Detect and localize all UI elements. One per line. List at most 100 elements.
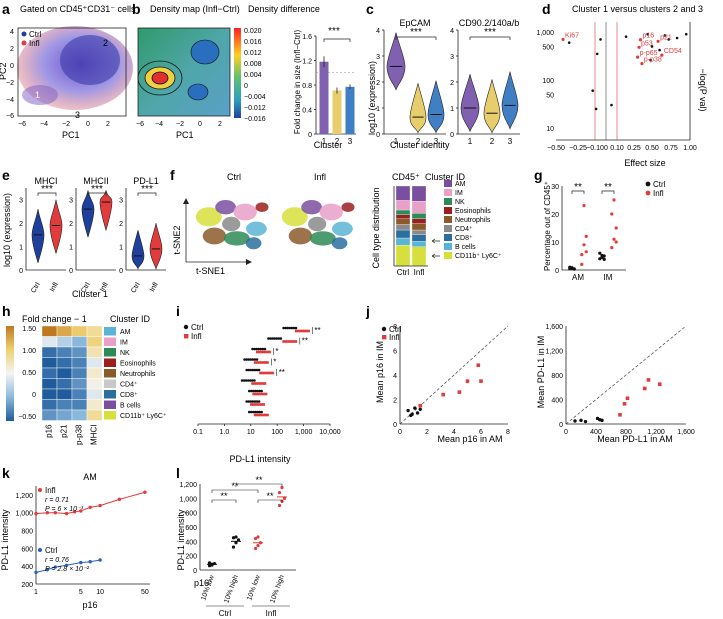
- panel-i-point: [252, 410, 255, 414]
- heatmap-cell: [71, 357, 88, 369]
- panel-j-point: [409, 413, 413, 418]
- panel-i-significance: **: [279, 368, 285, 377]
- panel-d-labeled-point: [656, 39, 660, 43]
- panel-c-sig-bracket: [395, 36, 437, 40]
- panel-i-significance: *: [275, 347, 278, 356]
- panel-g-point: [612, 198, 616, 202]
- panel-e-ytick: 2: [69, 221, 73, 228]
- heatmap-row-swatch: [104, 337, 116, 346]
- panel-i-point: [251, 368, 255, 372]
- panel-k-ytick: 1,000: [15, 511, 33, 518]
- panel-j-ytick: 0: [393, 422, 397, 429]
- panel-k-xlabel: p16: [82, 600, 97, 610]
- bbar-sig-bracket: [323, 38, 351, 42]
- f-stack-segment: [395, 209, 411, 215]
- panel-d-ylabel: −log(P val): [698, 68, 708, 111]
- panel-j-left-xlabel: Mean p16 in AM: [437, 434, 502, 444]
- f-legend-label: AM: [455, 181, 466, 188]
- legend-ctrl-label: Ctrl: [653, 180, 666, 189]
- panel-d-title: Cluster 1 versus clusters 2 and 3: [572, 4, 703, 14]
- panel-l-point: [236, 538, 241, 542]
- panel-h-colorbar-tick: 1.50: [22, 326, 36, 333]
- panel-i-point: [259, 382, 263, 385]
- panel-i-point: [253, 400, 257, 403]
- heatmap-cell: [56, 336, 73, 348]
- panel-c-ytick: 2: [376, 80, 380, 87]
- heatmap-row-label: Eosinophils: [120, 361, 156, 368]
- panel-i-point: [271, 337, 274, 340]
- legend-ctrl-label: Ctrl: [29, 30, 42, 39]
- panel-i-point: [254, 403, 257, 406]
- panel-j-ytick: 0: [559, 422, 563, 429]
- legend-infl-marker: [184, 334, 189, 339]
- panel-k-point: [72, 510, 77, 514]
- panel-l-sig-bracket: [235, 483, 283, 487]
- panel-g-point: [602, 254, 606, 258]
- panel-i-point: [260, 392, 264, 396]
- panel-d-point: [610, 103, 613, 107]
- heatmap-row-swatch: [104, 358, 116, 367]
- region-label-1: 1: [35, 90, 40, 100]
- panel-i-point: [251, 400, 255, 403]
- panel-i-point: [290, 340, 294, 343]
- panel-i-point: [255, 382, 258, 385]
- tsne-cluster: [215, 200, 237, 215]
- panel-l-xtick: 10% high: [223, 574, 240, 604]
- f-legend-swatch: [444, 189, 452, 196]
- panel-i-point: [261, 347, 265, 351]
- panel-l-point: [256, 544, 260, 548]
- panel-g-ytick: 10: [551, 240, 559, 247]
- panel-k-ytick: 600: [21, 546, 33, 553]
- heatmap-cell: [56, 409, 73, 421]
- panel-j-xtick: 8: [506, 429, 510, 436]
- heatmap-cell: [86, 399, 103, 411]
- panel-e-group-title: MHCI: [35, 176, 58, 186]
- panel-k-xtick: 50: [141, 589, 149, 596]
- panel-g-ytick: 20: [551, 212, 559, 219]
- panel-c-significance: ***: [484, 27, 496, 38]
- panel-d-point: [624, 35, 628, 38]
- panel-g-letter: g: [534, 167, 543, 183]
- panel-l-point: [231, 545, 236, 549]
- panel-j-xtick: 1,600: [677, 429, 695, 436]
- panel-k-point: [98, 558, 102, 562]
- panel-i-point: [294, 326, 298, 330]
- panel-l-significance: **: [255, 475, 263, 485]
- panel-i-point: [253, 347, 256, 351]
- panel-i-point: [251, 379, 254, 382]
- bbar-bar: [319, 61, 329, 134]
- panel-l-point: [234, 535, 238, 539]
- heatmap-cell: [71, 346, 88, 358]
- panel-i-point: [262, 403, 266, 406]
- f-stack-segment: [395, 224, 411, 231]
- heatmap-cell: [71, 409, 88, 421]
- panel-i-point: [292, 326, 296, 330]
- panel-e-xtick: Ctrl: [30, 281, 42, 294]
- pca-density-left: [22, 85, 58, 105]
- panel-f-letter: f: [170, 167, 175, 183]
- panel-i-point: [255, 358, 259, 361]
- panel-k-series-line: [35, 491, 146, 515]
- panel-e-ytick: 1: [119, 245, 123, 252]
- heatmap-row-label: CD8⁺: [120, 392, 138, 399]
- panel-i-xtick: 0.1: [193, 429, 203, 436]
- panel-f: f Ctrl Infl t-SNE2 t-SNE1 CD45⁺ Cluster …: [170, 167, 502, 277]
- panel-i-significance: **: [302, 337, 308, 346]
- panel-e-ylabel: log10 (expression): [2, 193, 12, 267]
- f-legend-label: CD11b⁺ Ly6C⁺: [455, 253, 502, 260]
- panel-j-point: [618, 413, 622, 417]
- panel-k-point: [117, 497, 122, 502]
- panel-i-point: [250, 403, 253, 406]
- heatmap-cell: [71, 325, 88, 337]
- panel-k-point: [88, 505, 92, 510]
- panel-l-ytick: 200: [185, 554, 197, 561]
- panel-i-letter: i: [176, 303, 180, 319]
- panel-b-title: Density map (Infl−Ctrl): [150, 4, 240, 14]
- legend-ctrl-marker: [21, 31, 27, 37]
- panel-g-sig-bracket: [601, 190, 615, 194]
- panel-c-violin: [460, 74, 480, 133]
- panel-i-point: [258, 403, 261, 406]
- panel-i-point: [282, 326, 285, 330]
- panel-g-point: [584, 234, 588, 238]
- f-stack-segment: [395, 245, 411, 267]
